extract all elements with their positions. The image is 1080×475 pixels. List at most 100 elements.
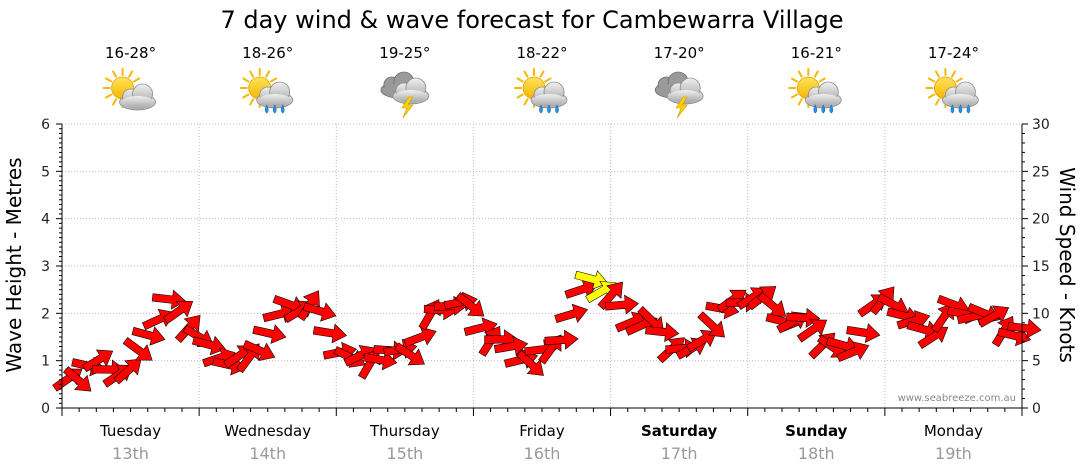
lightning-bolt bbox=[401, 96, 414, 119]
temperature-range: 18-22° bbox=[516, 44, 567, 62]
wind-arrow bbox=[403, 326, 437, 348]
y-axis-right-tick-label: 10 bbox=[1032, 306, 1050, 322]
sun-ray bbox=[539, 70, 545, 78]
cloud-shape bbox=[804, 81, 842, 109]
rain-drop bbox=[264, 104, 269, 114]
sun-rain-icon bbox=[788, 68, 842, 114]
sun-ray bbox=[128, 70, 134, 78]
sun-rain-icon bbox=[514, 68, 568, 114]
y-axis-left-tick-label: 5 bbox=[41, 164, 50, 180]
wind-arrow bbox=[113, 358, 142, 385]
cloud-shape bbox=[942, 81, 979, 109]
y-axis-right-tick-label: 30 bbox=[1032, 117, 1050, 133]
y-axis-left-tick-label: 0 bbox=[41, 401, 50, 417]
day-date-label: 15th bbox=[386, 444, 423, 463]
temperature-range: 16-28° bbox=[105, 44, 156, 62]
day-name-label: Tuesday bbox=[99, 422, 161, 440]
y-axis-right-tick-label: 5 bbox=[1032, 354, 1041, 370]
wind-arrow bbox=[1007, 318, 1042, 339]
rain-drop bbox=[966, 104, 971, 114]
day-labels: Tuesday 13th Wednesday 14th Thursday 15th Frid… bbox=[99, 422, 983, 463]
sun-ray bbox=[112, 98, 118, 106]
y-axis-left-tick-label: 1 bbox=[41, 354, 50, 370]
rain-drop bbox=[821, 104, 826, 114]
axes: 0 1 2 3 4 5 6 0 5 10 15 20 25 30 bbox=[41, 117, 1050, 417]
day-date-label: 14th bbox=[249, 444, 286, 463]
y-axis-right-tick-label: 25 bbox=[1032, 164, 1050, 180]
cloud-fill bbox=[394, 90, 427, 102]
sun-ray bbox=[544, 77, 552, 83]
wind-arrow bbox=[896, 310, 931, 330]
sun-ray bbox=[790, 77, 799, 83]
wind-arrow bbox=[122, 337, 153, 361]
sun-ray bbox=[955, 77, 963, 83]
y-axis-left-label: Wave Height - Metres bbox=[2, 157, 26, 372]
sun-ray bbox=[242, 77, 250, 83]
sun-ray bbox=[790, 93, 799, 99]
sun-ray bbox=[265, 70, 271, 78]
day-name-label: Friday bbox=[519, 422, 565, 440]
y-axis-right-label: Wind Speed - Knots bbox=[1055, 167, 1079, 363]
sun-ray bbox=[249, 98, 255, 106]
temperature-range: 19-25° bbox=[379, 44, 430, 62]
day-name-label: Saturday bbox=[641, 422, 718, 440]
sun-ray bbox=[927, 77, 936, 83]
rain-drop bbox=[539, 104, 543, 114]
sun-ray bbox=[797, 98, 803, 106]
wind-arrow bbox=[977, 305, 1010, 328]
cloud-fill bbox=[258, 94, 291, 106]
storm-icon bbox=[654, 71, 704, 119]
cloud-fill bbox=[669, 90, 702, 102]
rain-drop bbox=[272, 104, 277, 114]
wind-arrow bbox=[302, 302, 337, 322]
cloud-fill bbox=[807, 94, 840, 106]
sun-rain-icon bbox=[239, 68, 294, 114]
sun-ray bbox=[132, 77, 141, 83]
rain-drop bbox=[950, 104, 955, 114]
sun-ray bbox=[950, 70, 956, 78]
wind-arrow bbox=[564, 279, 599, 299]
wind-arrow bbox=[697, 311, 725, 338]
sun-ray bbox=[269, 77, 278, 83]
wind-arrow bbox=[645, 322, 680, 343]
cloud-shape bbox=[256, 81, 294, 109]
wind-arrow bbox=[191, 335, 226, 356]
y-axis-left-tick-label: 3 bbox=[41, 259, 50, 275]
wind-arrow bbox=[685, 329, 718, 353]
day-date-label: 17th bbox=[661, 444, 698, 463]
sun-ray bbox=[105, 93, 113, 99]
sun-ray bbox=[112, 70, 118, 78]
sun-rain-icon bbox=[925, 68, 979, 114]
wind-arrow bbox=[242, 340, 276, 362]
weather-row: 16-28° 18-26° 19-25° 18-22° 17-20° 16-21° 17-2… bbox=[102, 44, 979, 119]
wind-arrows bbox=[52, 270, 1042, 392]
cloud-fill bbox=[533, 94, 565, 106]
day-date-label: 18th bbox=[798, 444, 835, 463]
sun-cloud-icon bbox=[102, 68, 156, 111]
day-date-label: 19th bbox=[935, 444, 972, 463]
wind-arrow bbox=[836, 341, 870, 362]
day-date-label: 13th bbox=[112, 444, 149, 463]
wind-arrow bbox=[574, 270, 609, 290]
cloud-shape bbox=[392, 77, 430, 105]
rain-drop bbox=[555, 104, 559, 114]
sun-ray bbox=[516, 93, 524, 99]
y-axis-right-tick-label: 0 bbox=[1032, 401, 1041, 417]
sun-ray bbox=[516, 77, 524, 83]
sun-ray bbox=[242, 93, 250, 99]
chart-title: 7 day wind & wave forecast for Cambewarr… bbox=[220, 6, 843, 34]
rain-drop bbox=[547, 104, 551, 114]
sun-ray bbox=[813, 70, 819, 78]
wind-arrow bbox=[493, 336, 529, 356]
day-date-label: 16th bbox=[524, 444, 561, 463]
sun-ray bbox=[934, 98, 940, 106]
sun-ray bbox=[105, 77, 113, 83]
rain-drop bbox=[829, 104, 834, 114]
wind-arrow bbox=[455, 292, 485, 317]
sun-ray bbox=[523, 70, 529, 78]
sun-ray bbox=[249, 70, 255, 78]
y-axis-right-tick-label: 15 bbox=[1032, 259, 1050, 275]
temperature-range: 17-20° bbox=[654, 44, 705, 62]
y-axis-left-tick-label: 4 bbox=[41, 212, 50, 228]
cloud-shape bbox=[119, 83, 156, 111]
